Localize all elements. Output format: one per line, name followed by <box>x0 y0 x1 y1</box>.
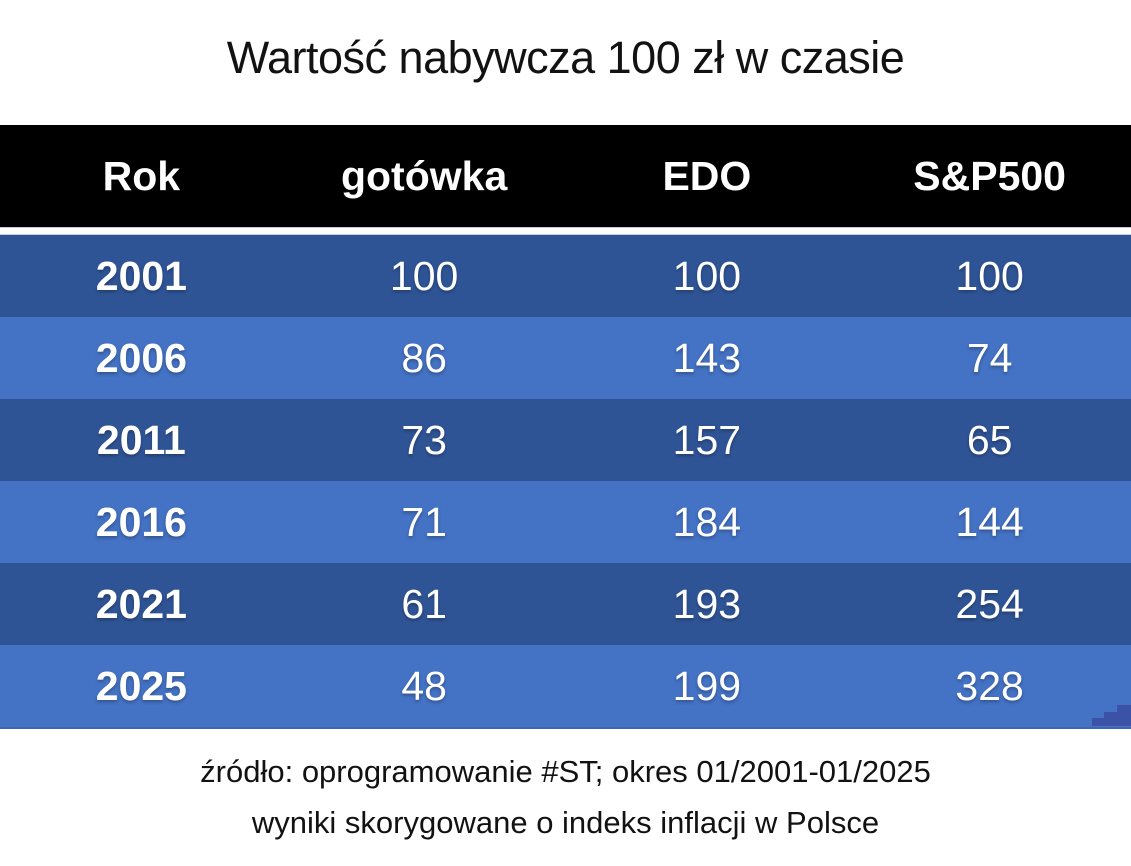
column-header-rok: Rok <box>102 152 181 199</box>
source-note: źródło: oprogramowanie #ST; okres 01/200… <box>0 746 1131 848</box>
disclaimer-line: wyniki skorygowane o indeks inflacji w P… <box>251 805 880 840</box>
table-row-2001: 2001 100 100 100 <box>0 235 1131 317</box>
column-header-sp500: S&P500 <box>913 152 1066 199</box>
value-cell-sp500: 65 <box>966 416 1013 463</box>
value-cell-edo: 143 <box>672 334 742 381</box>
year-cell: 2001 <box>95 252 187 299</box>
value-cell-edo: 199 <box>672 662 742 709</box>
value-cell-sp500: 144 <box>955 498 1024 545</box>
value-cell-sp500: 100 <box>955 252 1024 299</box>
value-cell-gotowka: 73 <box>401 416 447 463</box>
value-cell-edo: 100 <box>672 252 742 299</box>
column-header-edo: EDO <box>662 152 752 199</box>
table-body: 2001 100 100 100 2006 86 143 74 2011 73 … <box>0 235 1131 729</box>
table-row-2006: 2006 86 143 74 <box>0 317 1131 399</box>
value-cell-gotowka: 86 <box>401 334 447 381</box>
column-header-gotowka: gotówka <box>340 152 508 199</box>
value-cell-gotowka: 48 <box>401 662 447 709</box>
table-row-2016: 2016 71 184 144 <box>0 481 1131 563</box>
table-row-2025: 2025 48 199 328 <box>0 645 1131 727</box>
value-cell-gotowka: 61 <box>401 580 447 627</box>
value-cell-edo: 184 <box>672 498 742 545</box>
value-cell-sp500: 328 <box>955 662 1024 709</box>
value-cell-sp500: 254 <box>955 580 1024 627</box>
watermark-step-small <box>1092 718 1104 726</box>
source-line: źródło: oprogramowanie #ST; okres 01/200… <box>200 754 931 789</box>
steps-watermark-icon <box>1092 705 1131 726</box>
table-header-row: Rok gotówka EDO S&P500 <box>0 125 1131 227</box>
year-cell: 2025 <box>95 662 187 709</box>
year-cell: 2021 <box>95 580 187 627</box>
year-cell: 2011 <box>96 416 186 463</box>
value-cell-edo: 193 <box>672 580 742 627</box>
value-cell-edo: 157 <box>672 416 742 463</box>
header-separator <box>0 227 1131 235</box>
table-row-2021: 2021 61 193 254 <box>0 563 1131 645</box>
year-cell: 2016 <box>95 498 187 545</box>
watermark-step-medium <box>1104 712 1117 726</box>
chart-title: Wartość nabywcza 100 zł w czasie <box>226 32 905 83</box>
value-cell-gotowka: 71 <box>401 498 447 545</box>
value-cell-sp500: 74 <box>966 334 1013 381</box>
year-cell: 2006 <box>95 334 187 381</box>
value-cell-gotowka: 100 <box>389 252 459 299</box>
data-table: Rok gotówka EDO S&P500 2001 100 100 100 … <box>0 125 1131 729</box>
watermark-step-large <box>1117 705 1131 726</box>
table-row-2011: 2011 73 157 65 <box>0 399 1131 481</box>
